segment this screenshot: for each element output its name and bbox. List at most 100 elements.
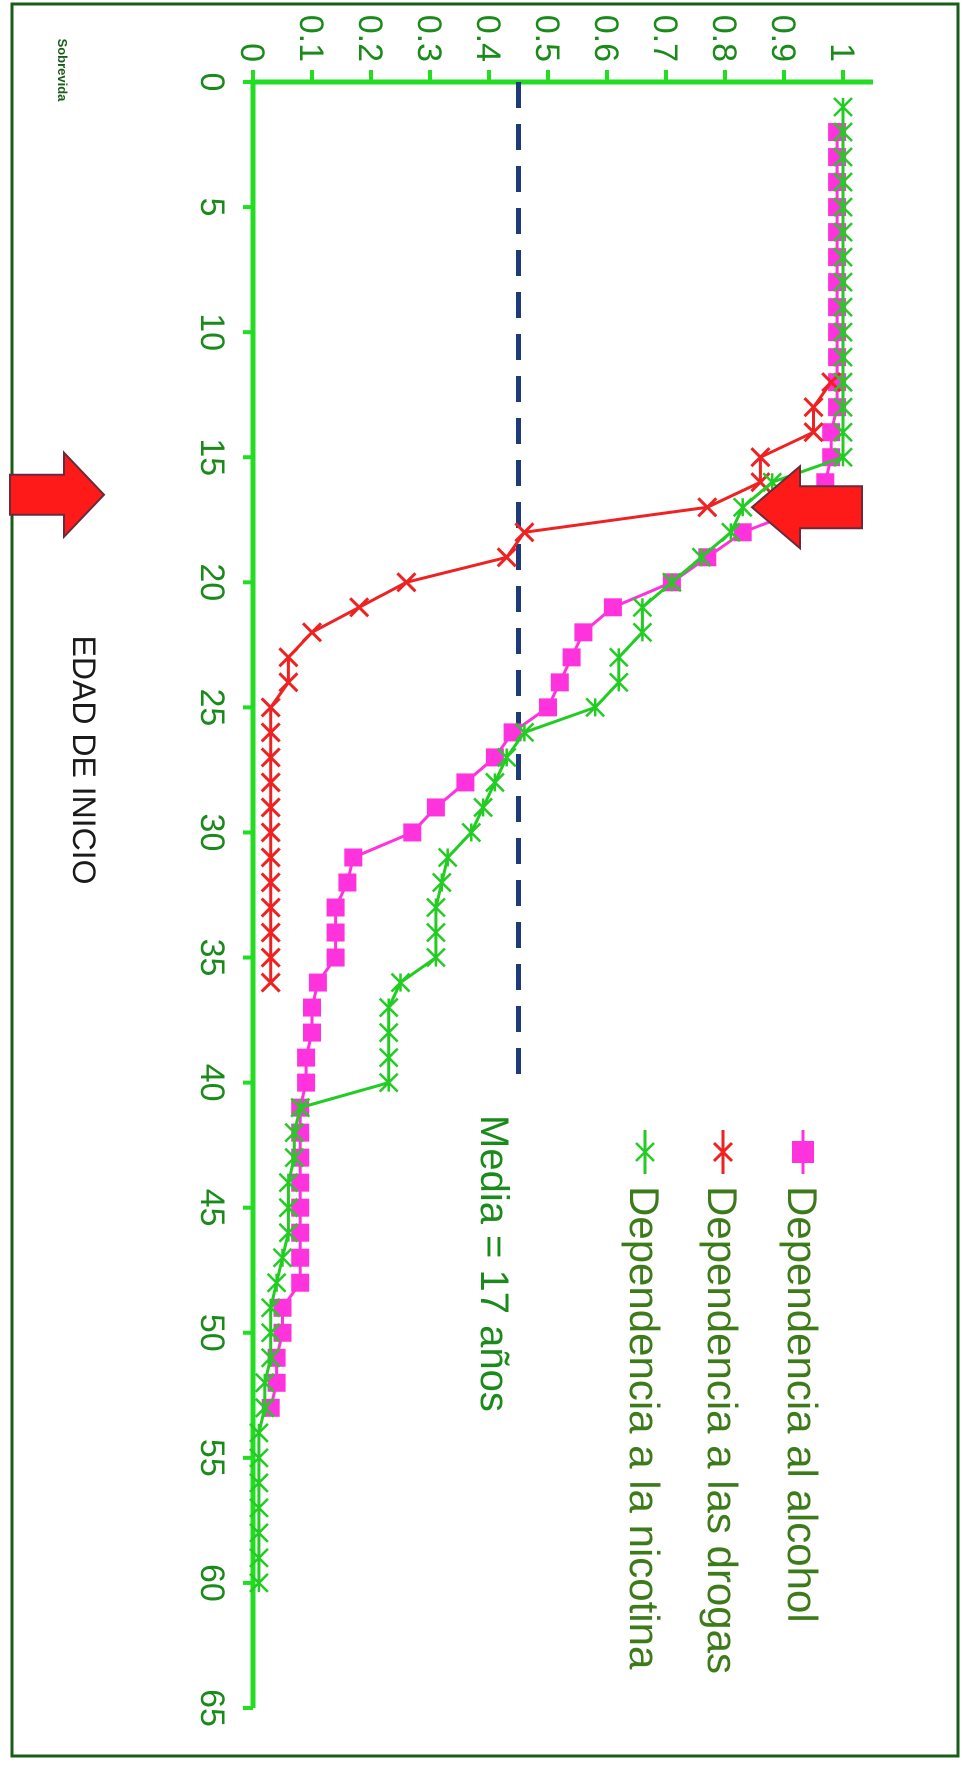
x-tick-label: 30 <box>193 814 231 852</box>
data-point <box>273 1298 292 1317</box>
data-point <box>608 647 629 668</box>
data-point <box>326 898 345 917</box>
x-tick-label: 15 <box>193 438 231 476</box>
data-point <box>833 97 853 117</box>
data-point <box>431 872 452 893</box>
data-point <box>260 747 281 768</box>
data-point <box>833 122 853 142</box>
data-point <box>378 1072 399 1093</box>
data-point <box>833 147 853 167</box>
data-point <box>266 1272 287 1293</box>
y-tick-label: 0.6 <box>587 15 625 62</box>
data-point <box>291 1223 310 1242</box>
data-point <box>278 1172 299 1193</box>
data-point <box>278 1197 299 1218</box>
data-point <box>260 1297 281 1318</box>
y-tick-label: 0.1 <box>292 15 330 62</box>
x-tick-label: 35 <box>193 939 231 977</box>
data-point <box>833 422 853 443</box>
y-tick-label: 0.7 <box>646 15 684 62</box>
data-point <box>260 897 281 918</box>
data-point <box>803 397 824 418</box>
data-point <box>496 547 517 568</box>
data-point <box>260 872 281 893</box>
data-point <box>273 1323 292 1342</box>
mean-annotation: Media = 17 años <box>472 1115 516 1412</box>
y-tick-label: 0.3 <box>410 15 448 62</box>
series-dependencia-a-la-nicotina <box>249 97 853 1593</box>
data-point <box>249 1548 269 1568</box>
data-point <box>437 847 458 868</box>
x-tick-label: 65 <box>193 1689 231 1727</box>
data-point <box>485 748 504 767</box>
data-point <box>378 1022 399 1043</box>
legend: Dependencia al alcohol Dependencia a las … <box>621 1130 826 1674</box>
data-point <box>833 197 853 217</box>
series-dependencia-a-las-drogas <box>260 372 842 993</box>
legend-label: Dependencia a las drogas <box>699 1186 746 1674</box>
data-point <box>473 797 493 818</box>
data-point <box>297 1073 316 1092</box>
data-point <box>344 848 363 867</box>
data-point <box>249 1523 269 1543</box>
data-point <box>272 1247 293 1268</box>
data-point <box>514 522 535 543</box>
data-point <box>249 1497 269 1518</box>
x-tick-label: 45 <box>193 1189 231 1227</box>
legend-label: Dependencia al alcohol <box>779 1186 826 1623</box>
data-point <box>284 1122 305 1143</box>
data-point <box>260 947 281 968</box>
data-point <box>284 1147 305 1168</box>
data-point <box>249 1422 269 1443</box>
arrows-group <box>9 450 863 551</box>
data-point <box>260 697 281 718</box>
data-point <box>403 823 422 842</box>
data-point <box>833 347 853 368</box>
data-point <box>349 597 370 618</box>
x-tick-label: 40 <box>193 1064 231 1102</box>
data-point <box>733 523 752 542</box>
data-point <box>267 1373 286 1392</box>
data-point <box>550 673 569 692</box>
series-line <box>269 132 839 1409</box>
data-point <box>833 447 853 468</box>
data-point <box>833 322 853 343</box>
data-point <box>539 698 557 717</box>
data-point <box>750 447 771 468</box>
y-tick-label: 0.9 <box>764 15 802 62</box>
data-point <box>303 1023 321 1042</box>
data-point <box>249 1447 269 1468</box>
series-group <box>249 97 853 1593</box>
y-tick-label: 0.4 <box>469 15 507 62</box>
data-point <box>691 547 712 568</box>
data-point <box>792 1141 814 1163</box>
data-point <box>260 797 281 818</box>
data-point <box>833 272 853 293</box>
x-tick-label: 50 <box>193 1314 231 1352</box>
data-point <box>338 873 357 892</box>
x-tick-label: 60 <box>193 1564 231 1602</box>
data-point <box>496 747 517 768</box>
data-point <box>260 772 281 793</box>
x-tick-label: 0 <box>193 73 231 92</box>
data-point <box>833 297 853 318</box>
data-point <box>698 548 717 567</box>
y-tick-label: 0.5 <box>528 15 566 62</box>
plot-group: 0 5 10 15 20 25 30 35 40 45 50 55 60 65 0 0.1 0.2 0.3 0.4 0… <box>55 15 873 1727</box>
y-tick-label: 0.8 <box>705 15 743 62</box>
data-point <box>503 723 522 742</box>
data-point <box>326 923 345 942</box>
legend-item: Dependencia a la nicotina <box>621 1130 668 1670</box>
data-point <box>632 622 653 643</box>
data-point <box>662 572 682 593</box>
data-point <box>456 773 475 792</box>
y-tick-label: 1 <box>823 43 861 62</box>
data-point <box>574 623 593 642</box>
data-point <box>461 822 482 843</box>
data-point <box>426 897 446 918</box>
data-point <box>608 672 629 693</box>
legend-item: Dependencia a las drogas <box>699 1130 746 1674</box>
outer-border <box>10 2 960 1758</box>
data-point <box>603 598 622 617</box>
data-point <box>833 172 853 192</box>
